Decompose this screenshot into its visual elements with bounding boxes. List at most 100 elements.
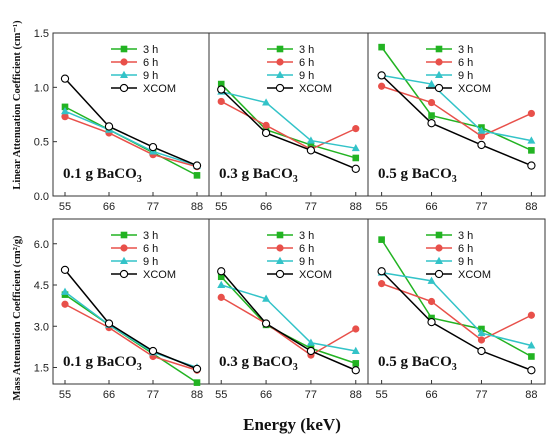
data-point-xcom	[377, 71, 386, 80]
legend-marker	[276, 256, 284, 264]
data-point-9h	[477, 328, 486, 337]
series-line-xcom	[64, 78, 198, 167]
y-tick-label: 1.5	[34, 363, 49, 375]
legend-item-9h: 9 h	[111, 256, 158, 268]
data-point-3h	[217, 273, 225, 281]
legend-label: 3 h	[299, 230, 314, 242]
data-point-xcom	[477, 140, 486, 150]
data-point-xcom	[261, 319, 271, 328]
data-point-xcom	[477, 346, 486, 356]
legend-item-3h: 3 h	[267, 230, 314, 242]
series-line-6h	[381, 85, 532, 138]
data-point-xcom	[351, 164, 360, 173]
data-point-3h	[378, 43, 385, 51]
y-tick-label: 0.5	[34, 137, 49, 149]
legend-marker	[120, 70, 128, 78]
legend-label: 6 h	[299, 243, 314, 255]
legend-item-6h: 6 h	[267, 57, 314, 69]
series-line-9h	[381, 271, 532, 347]
panel-annotation-subscript: 3	[293, 174, 298, 185]
x-tick-label: 88	[191, 389, 203, 401]
y-tick-label: 4.5	[34, 280, 49, 292]
legend-item-9h: 9 h	[267, 256, 314, 268]
legend-item-3h: 3 h	[111, 44, 158, 56]
series-line-9h	[221, 90, 356, 149]
x-tick-label: 77	[305, 201, 317, 213]
legend-label: 3 h	[458, 230, 473, 242]
series-line-6h	[64, 115, 198, 168]
legend-label: 6 h	[458, 57, 473, 69]
legend-item-3h: 3 h	[267, 44, 314, 56]
y-axis-label-bottom: Mass Attenuation Coefficient (cm²/g)	[12, 235, 23, 400]
data-point-xcom	[427, 317, 436, 327]
x-tick-label: 55	[215, 201, 227, 213]
data-point-6h	[217, 293, 225, 301]
data-point-6h	[352, 125, 360, 133]
x-tick-label: 77	[475, 389, 487, 401]
legend-item-xcom: XCOM	[267, 83, 332, 95]
legend-label: 3 h	[458, 44, 473, 56]
panel-annotation: 0.5 g BaCO3	[378, 166, 457, 185]
data-point-6h	[477, 336, 486, 344]
legend-marker	[435, 70, 443, 78]
legend-label: XCOM	[143, 269, 176, 281]
data-point-xcom	[104, 319, 114, 328]
plot-frame	[367, 32, 546, 197]
legend-marker	[120, 45, 128, 53]
panel-annotation-subscript: 3	[452, 174, 457, 185]
series-line-6h	[381, 282, 532, 341]
series-line-xcom	[220, 270, 357, 371]
x-tick-label: 88	[525, 389, 537, 401]
data-point-3h	[428, 112, 435, 119]
x-tick-label: 55	[59, 389, 71, 401]
legend-label: 6 h	[299, 57, 314, 69]
legend-label: XCOM	[143, 83, 176, 95]
data-point-xcom	[60, 265, 70, 275]
data-point-3h	[217, 80, 225, 88]
y-axis-label-top: Linear Attenuation Coefficient (cm⁻¹)	[12, 20, 23, 190]
data-point-6h	[378, 82, 386, 90]
legend-item-xcom: XCOM	[111, 83, 176, 95]
legend-label: XCOM	[299, 83, 332, 95]
legend-label: XCOM	[458, 269, 491, 281]
legend-label: 6 h	[143, 243, 158, 255]
data-point-3h	[352, 154, 360, 162]
legend-item-6h: 6 h	[267, 243, 314, 255]
y-tick-label: 0.0	[34, 191, 49, 203]
data-point-3h	[378, 236, 385, 243]
data-point-9h	[427, 276, 436, 284]
series-line-9h	[381, 74, 532, 142]
data-point-9h	[477, 126, 486, 134]
panel-annotation: 0.5 g BaCO3	[378, 354, 457, 373]
x-tick-label: 66	[425, 389, 437, 401]
legend-marker	[435, 45, 443, 53]
legend-marker	[119, 83, 129, 93]
data-point-6h	[262, 121, 270, 129]
data-point-xcom	[351, 366, 360, 375]
x-tick-label: 88	[350, 201, 362, 213]
legend-marker	[120, 58, 128, 66]
data-point-xcom	[217, 85, 226, 94]
legend-item-9h: 9 h	[267, 70, 314, 82]
x-tick-label: 88	[191, 201, 203, 213]
data-point-9h	[306, 338, 315, 346]
legend-marker	[435, 256, 443, 264]
data-point-xcom	[306, 146, 316, 155]
series-line-6h	[64, 303, 198, 371]
series-line-xcom	[220, 88, 357, 170]
data-point-3h	[193, 379, 201, 386]
data-point-9h	[527, 341, 536, 349]
data-point-3h	[307, 141, 315, 149]
y-tick-label: 3.0	[34, 321, 49, 333]
data-point-9h	[427, 79, 436, 88]
data-point-6h	[61, 300, 69, 308]
y-tick-label: 1.0	[34, 82, 49, 94]
legend-marker	[276, 231, 284, 239]
x-tick-label: 77	[305, 389, 317, 401]
data-point-3h	[352, 360, 360, 367]
